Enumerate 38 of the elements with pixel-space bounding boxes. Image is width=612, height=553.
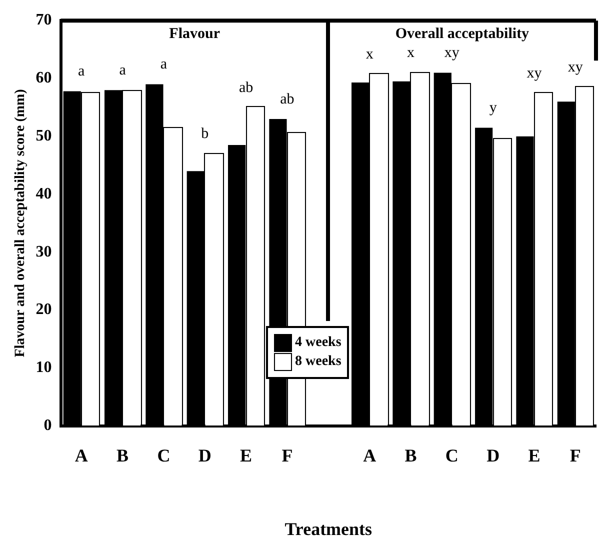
x-tick-label: C: [445, 445, 458, 466]
annotation: xy: [444, 45, 460, 62]
legend-label: 4 weeks: [295, 335, 342, 351]
y-tick-label: 70: [36, 12, 52, 29]
x-tick-label: D: [486, 445, 500, 466]
y-tick-label: 30: [36, 243, 52, 260]
y-tick-label: 10: [36, 359, 52, 376]
series-label: 8 weeks: [295, 354, 342, 370]
x-tick-label: F: [282, 445, 293, 466]
x-axis-title: Treatments: [284, 518, 372, 539]
annotation: x: [406, 45, 415, 62]
annotation: Flavour: [169, 26, 220, 42]
x-tick-label: A: [74, 445, 88, 466]
annotation: ab: [280, 91, 294, 108]
x-tick-label: A: [363, 445, 376, 466]
y-tick-label: 0: [44, 416, 52, 434]
y-tick-label: 50: [36, 128, 52, 145]
annotation: xy: [526, 65, 542, 82]
x-tick-label: E: [528, 445, 540, 466]
annotation: Overall acceptability: [395, 26, 530, 42]
annotation: ab: [238, 80, 254, 96]
x-tick-label: D: [198, 445, 212, 466]
annotation: b: [201, 126, 209, 142]
y-tick-label: 40: [36, 185, 52, 202]
x-tick-label: E: [240, 445, 252, 466]
annotation: y: [489, 100, 498, 116]
y-tick-label: 60: [36, 70, 52, 87]
annotation: a: [160, 56, 168, 73]
x-tick-label: B: [116, 445, 129, 466]
annotation: a: [119, 62, 126, 78]
x-tick-label: B: [404, 445, 417, 466]
x-tick-label: C: [157, 445, 170, 466]
y-tick-label: 20: [36, 301, 52, 318]
annotation: a: [78, 64, 86, 80]
y-axis-title: Flavour and overall acceptability score (mm): [13, 88, 28, 358]
x-tick-label: F: [570, 445, 581, 466]
annotation: x: [366, 46, 374, 62]
annotation: xy: [568, 60, 584, 76]
